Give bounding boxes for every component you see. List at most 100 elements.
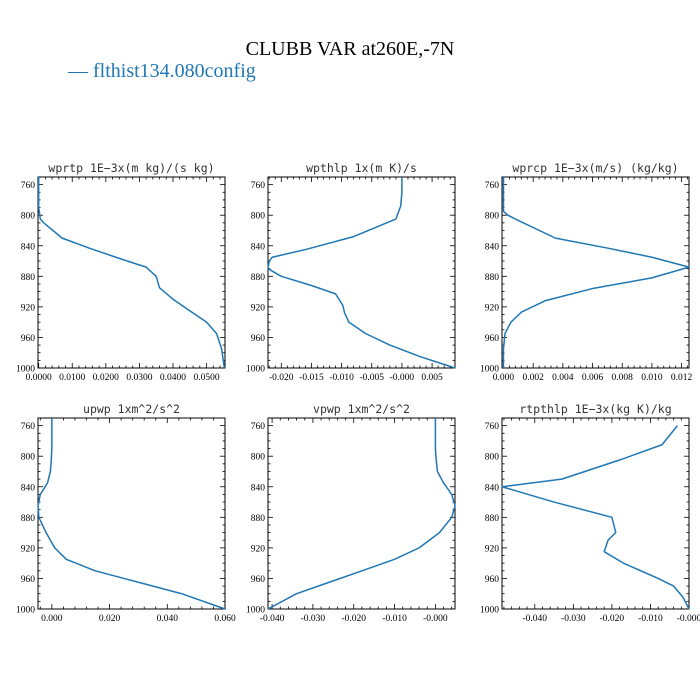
- x-tick-label: -0.010: [382, 614, 407, 624]
- y-tick-label: 800: [21, 453, 36, 463]
- y-tick-label: 920: [21, 303, 36, 313]
- panel-3: wprcp 1E−3x(m/s) (kg/kg) 760 800 840 880 920 9…: [480, 161, 693, 383]
- y-tick-label: 840: [485, 483, 500, 493]
- figure-title: CLUBB VAR at260E,-7N: [246, 38, 455, 60]
- axes-frame: [267, 417, 456, 610]
- y-tick-label: 760: [485, 181, 500, 191]
- panel-title: wprcp 1E−3x(m/s) (kg/kg): [512, 161, 678, 175]
- y-tick-label: 800: [251, 453, 266, 463]
- y-tick-label: 880: [485, 514, 500, 524]
- y-tick-label: 920: [251, 303, 266, 313]
- x-tick-label: 0.010: [641, 373, 663, 383]
- x-tick-label: -0.010: [638, 614, 663, 624]
- y-tick-label: 920: [21, 544, 36, 554]
- y-tick-label: 840: [251, 483, 266, 493]
- x-tick-label: -0.040: [522, 614, 547, 624]
- panel-1: wprtp 1E−3x(m kg)/(s kg) 760 800 840 880 920 9…: [16, 161, 226, 383]
- y-tick-label: 960: [21, 575, 36, 585]
- x-tick-label: 0.002: [522, 373, 544, 383]
- panels: wprtp 1E−3x(m kg)/(s kg) 760 800 840 880 920 9…: [16, 161, 700, 624]
- x-tick-label: 0.0300: [126, 373, 152, 383]
- x-tick-label: 0.012: [671, 373, 693, 383]
- y-tick-label: 920: [485, 544, 500, 554]
- panel-5: vpwp 1xm^2/s^27608008408809209601000-0.0…: [246, 402, 456, 624]
- y-tick-label: 800: [485, 212, 500, 222]
- x-tick-label: -0.015: [299, 373, 324, 383]
- x-tick-label: 0.0200: [93, 373, 119, 383]
- y-tick-label: 800: [251, 212, 266, 222]
- y-tick-label: 880: [251, 514, 266, 524]
- x-tick-label: 0.0100: [59, 373, 85, 383]
- axes-frame: [37, 176, 226, 369]
- x-tick-label: -0.005: [359, 373, 384, 383]
- x-tick-label: -0.020: [269, 373, 294, 383]
- y-tick-label: 760: [251, 181, 266, 191]
- x-tick-label: 0.000: [493, 373, 515, 383]
- x-tick-label: 0.0400: [160, 373, 186, 383]
- x-tick-label: -0.000: [390, 373, 415, 383]
- series-line: [37, 418, 226, 610]
- x-tick-label: -0.020: [600, 614, 625, 624]
- y-tick-label: 840: [21, 483, 36, 493]
- y-tick-label: 760: [21, 181, 36, 191]
- y-tick-label: 760: [21, 422, 36, 432]
- x-tick-label: 0.0500: [193, 373, 219, 383]
- y-tick-label: 800: [485, 453, 500, 463]
- y-tick-label: 880: [21, 514, 36, 524]
- axes-frame: [267, 176, 456, 369]
- axes-frame: [501, 176, 690, 369]
- y-tick-label: 840: [21, 242, 36, 252]
- panel-title: upwp 1xm^2/s^2: [83, 402, 180, 416]
- panel-title: vpwp 1xm^2/s^2: [313, 402, 410, 416]
- panel-title: wpthlp 1x(m K)/s: [306, 161, 417, 175]
- y-tick-label: 880: [251, 273, 266, 283]
- y-tick-label: 960: [485, 575, 500, 585]
- y-tick-label: 960: [21, 334, 36, 344]
- series-line: [501, 425, 690, 610]
- x-tick-label: 0.008: [612, 373, 634, 383]
- y-tick-label: 800: [21, 212, 36, 222]
- y-tick-label: 960: [251, 575, 266, 585]
- series-line: [37, 177, 226, 369]
- series-line: [267, 418, 456, 610]
- y-tick-label: 1000: [246, 606, 265, 616]
- y-tick-label: 1000: [480, 606, 499, 616]
- y-tick-label: 960: [485, 334, 500, 344]
- panel-title: wprtp 1E−3x(m kg)/(s kg): [48, 161, 214, 175]
- x-tick-label: 0.060: [214, 614, 236, 624]
- axes-frame: [501, 417, 690, 610]
- x-tick-label: -0.030: [301, 614, 326, 624]
- legend-entry: — flthist134.080config: [67, 60, 256, 82]
- y-tick-label: 920: [251, 544, 266, 554]
- x-tick-label: -0.030: [561, 614, 586, 624]
- y-tick-label: 1000: [480, 365, 499, 375]
- x-tick-label: 0.004: [552, 373, 574, 383]
- series-line: [502, 177, 690, 368]
- y-tick-label: 1000: [246, 365, 265, 375]
- panel-6: rtpthlp 1E−3x(kg K)/kg 760 800 840 880 920 960…: [480, 402, 700, 624]
- y-tick-label: 1000: [16, 365, 35, 375]
- x-tick-label: -0.000: [423, 614, 448, 624]
- panel-2: wpthlp 1x(m K)/s 760 800 840 880 920 960 1000 -0…: [246, 161, 456, 383]
- y-tick-label: 840: [251, 242, 266, 252]
- x-tick-label: -0.000: [677, 614, 700, 624]
- y-tick-label: 760: [485, 422, 500, 432]
- y-tick-label: 880: [485, 273, 500, 283]
- panel-title: rtpthlp 1E−3x(kg K)/kg: [519, 402, 671, 416]
- y-tick-label: 880: [21, 273, 36, 283]
- x-tick-label: 0.0000: [26, 373, 52, 383]
- x-tick-label: 0.005: [421, 373, 443, 383]
- x-tick-label: -0.040: [260, 614, 285, 624]
- x-tick-label: 0.020: [99, 614, 121, 624]
- y-tick-label: 840: [485, 242, 500, 252]
- y-tick-label: 960: [251, 334, 266, 344]
- panel-4: upwp 1xm^2/s^2 760 800 840 880 920 960 1000 0.00…: [16, 402, 236, 624]
- x-tick-label: -0.010: [329, 373, 354, 383]
- x-tick-label: 0.006: [582, 373, 604, 383]
- x-tick-label: 0.000: [41, 614, 63, 624]
- x-tick-label: -0.020: [341, 614, 366, 624]
- y-tick-label: 920: [485, 303, 500, 313]
- series-line: [267, 177, 456, 369]
- y-tick-label: 760: [251, 422, 266, 432]
